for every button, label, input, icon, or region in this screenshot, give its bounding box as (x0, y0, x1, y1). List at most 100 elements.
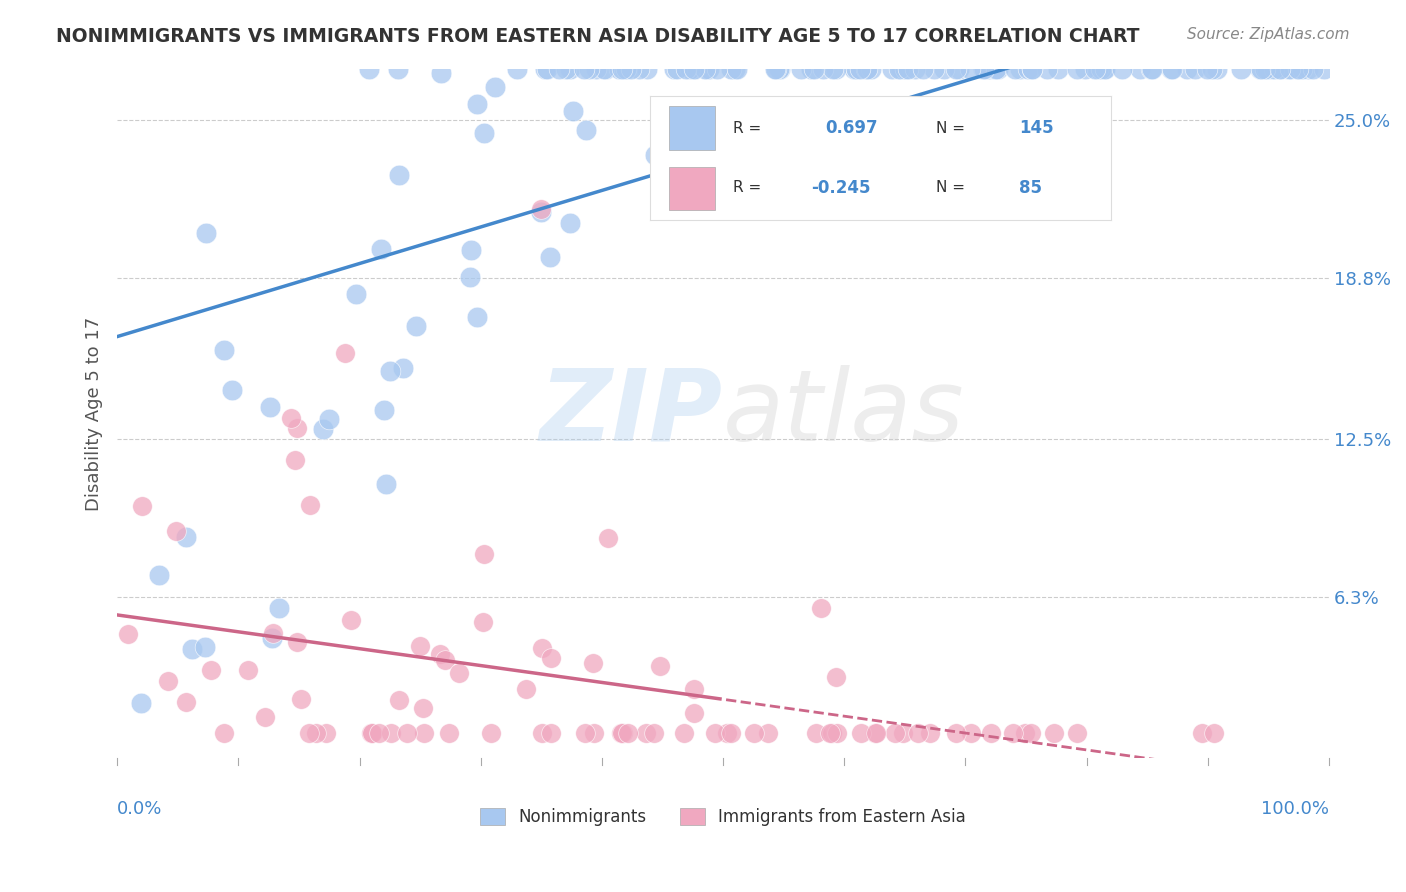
Point (725, 62, 748, 76)
Point (897, 62, 920, 76)
Point (305, 725, 328, 739)
Point (609, 725, 631, 739)
Point (912, 62, 935, 76)
Point (433, 653, 456, 667)
Point (984, 62, 1007, 76)
Point (617, 725, 640, 739)
Point (582, 657, 605, 671)
Point (934, 62, 956, 76)
Point (803, 62, 825, 76)
Point (648, 659, 671, 673)
Point (373, 403, 395, 417)
Point (333, 346, 356, 360)
Point (388, 693, 411, 707)
Point (129, 696, 152, 710)
Point (865, 725, 887, 739)
Point (298, 725, 321, 739)
Point (799, 62, 821, 76)
Point (644, 148, 666, 162)
Point (720, 62, 742, 76)
Point (117, 627, 139, 641)
Point (855, 62, 877, 76)
Point (530, 204, 553, 219)
Point (578, 62, 600, 76)
Point (262, 626, 284, 640)
Point (360, 725, 382, 739)
Point (922, 62, 945, 76)
Point (540, 651, 562, 665)
Point (1066, 62, 1088, 76)
Point (380, 725, 402, 739)
Point (614, 62, 637, 76)
Point (562, 103, 585, 118)
Point (856, 62, 879, 76)
Point (984, 62, 1007, 76)
Point (472, 615, 495, 630)
Point (756, 725, 779, 739)
Point (284, 453, 307, 467)
Point (131, 499, 153, 513)
Point (682, 681, 704, 696)
Point (810, 601, 832, 615)
Point (299, 498, 322, 512)
Point (610, 725, 633, 739)
Point (429, 66, 451, 80)
Point (627, 62, 650, 76)
Point (614, 62, 637, 76)
Point (472, 126, 495, 140)
Point (344, 286, 367, 301)
Point (285, 635, 308, 649)
Text: 0.0%: 0.0% (117, 800, 163, 818)
Point (405, 318, 427, 333)
Text: Source: ZipAtlas.com: Source: ZipAtlas.com (1187, 27, 1350, 42)
Point (429, 648, 451, 662)
Point (720, 725, 742, 739)
Point (894, 62, 917, 76)
Point (460, 243, 482, 257)
Point (1021, 62, 1043, 76)
Point (449, 666, 471, 681)
Point (894, 62, 917, 76)
Point (945, 725, 967, 739)
Point (860, 62, 883, 76)
Point (312, 421, 335, 435)
Point (891, 725, 914, 739)
Point (825, 670, 848, 684)
Point (555, 62, 578, 76)
Point (472, 547, 495, 561)
Point (280, 410, 302, 425)
Point (907, 725, 929, 739)
Point (174, 695, 197, 709)
Point (768, 62, 790, 76)
Point (1197, 62, 1219, 76)
Point (790, 62, 813, 76)
Point (883, 725, 905, 739)
Point (987, 62, 1010, 76)
Point (388, 168, 411, 182)
Point (1278, 62, 1301, 76)
Point (165, 524, 187, 538)
Point (412, 725, 434, 739)
Point (1111, 62, 1133, 76)
Point (585, 62, 607, 76)
Point (391, 361, 413, 376)
Point (851, 725, 873, 739)
Point (254, 710, 277, 724)
Point (1160, 62, 1182, 76)
Point (1230, 62, 1253, 76)
Point (675, 62, 697, 76)
Point (1256, 62, 1278, 76)
Point (1191, 725, 1213, 739)
Point (531, 640, 554, 655)
Point (212, 725, 235, 739)
Point (920, 725, 942, 739)
Point (673, 725, 696, 739)
Point (849, 62, 872, 76)
Point (1139, 62, 1161, 76)
Point (318, 411, 340, 425)
Point (360, 725, 382, 739)
Point (1160, 62, 1182, 76)
Point (1087, 62, 1109, 76)
Point (595, 62, 617, 76)
Point (395, 725, 418, 739)
